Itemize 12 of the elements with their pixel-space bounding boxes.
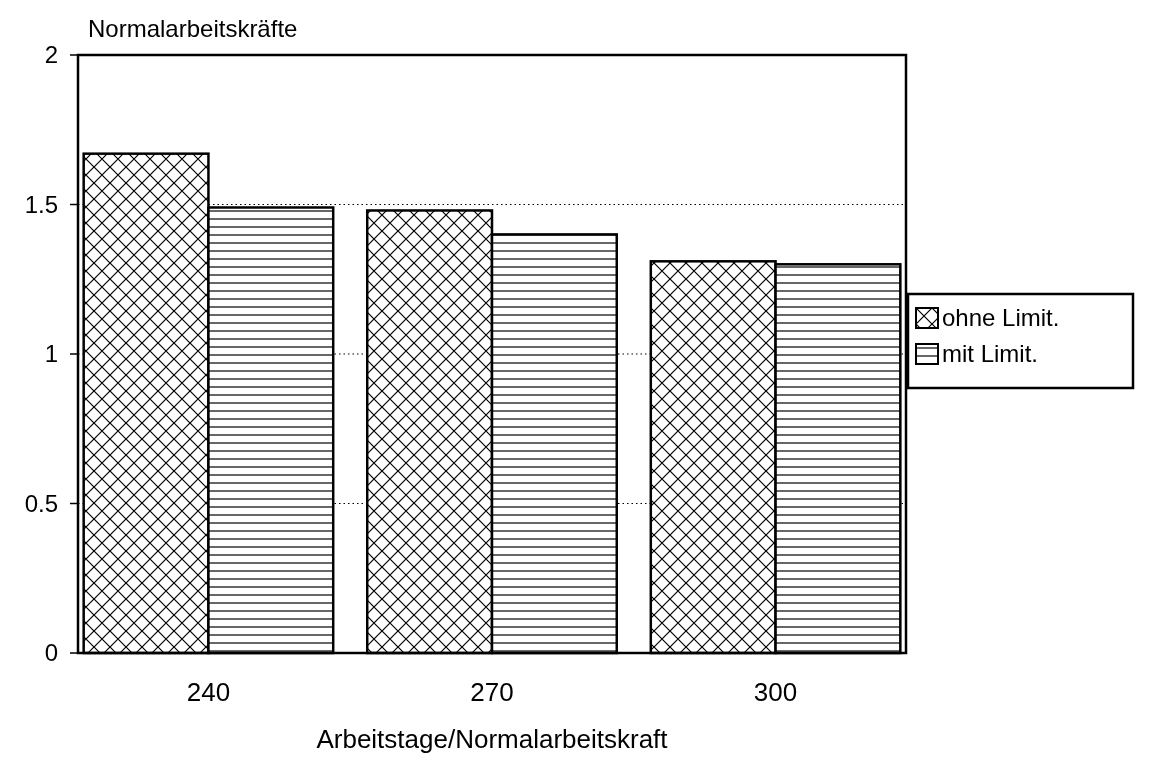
y-tick-label: 2 bbox=[44, 41, 58, 69]
legend-label: mit Limit. bbox=[942, 340, 1038, 367]
y-tick-label: 1.5 bbox=[24, 190, 58, 218]
x-tick-label: 270 bbox=[470, 677, 514, 707]
y-tick-label: 1 bbox=[44, 340, 58, 368]
legend-label: ohne Limit. bbox=[942, 304, 1060, 331]
x-tick-label: 240 bbox=[186, 677, 231, 707]
y-tick-label: 0 bbox=[44, 639, 58, 667]
x-tick-label: 300 bbox=[753, 677, 798, 707]
y-axis-title: Normalarbeitskräfte bbox=[88, 15, 298, 42]
y-tick-label: 0.5 bbox=[24, 489, 58, 517]
x-axis-title: Arbeitstage/Normalarbeitskraft bbox=[316, 724, 669, 754]
